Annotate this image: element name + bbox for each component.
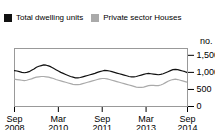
svg-text:500: 500: [197, 84, 212, 94]
html-text:Total dwelling units: Total dwelling units: [16, 13, 84, 22]
svg-text:no.: no.: [200, 36, 213, 46]
svg-text:Mar2013: Mar2013: [136, 114, 156, 130]
svg-text:0: 0: [197, 101, 202, 111]
svg-text:Mar2010: Mar2010: [48, 114, 68, 130]
svg-text:Sep2008: Sep2008: [4, 114, 24, 130]
svg-text:Sep2014: Sep2014: [177, 114, 197, 130]
html-text:Private sector Houses: Private sector Houses: [103, 13, 182, 22]
svg-text:Sep2011: Sep2011: [93, 114, 112, 130]
svg-text:1,000: 1,000: [197, 67, 215, 77]
svg-text:1,500: 1,500: [197, 50, 215, 60]
